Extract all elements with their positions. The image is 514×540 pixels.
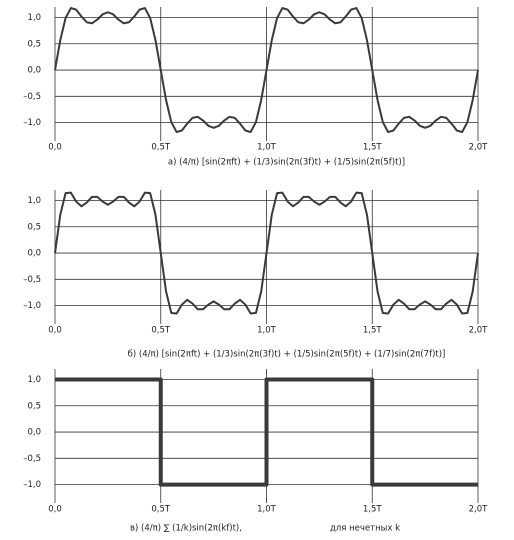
- y-tick-label: –0,5: [23, 454, 41, 464]
- y-tick-label: 1,0: [27, 13, 41, 23]
- y-tick-label: –1,0: [23, 118, 41, 128]
- curve: [55, 377, 478, 487]
- x-tick-label: 0,0: [48, 505, 62, 515]
- y-tick-label: 0,0: [27, 249, 41, 259]
- x-tick-label: 1,0T: [257, 505, 277, 515]
- x-tick-label: 0,0: [48, 326, 62, 336]
- caption: в) (4/π) ∑ (1/k)sin(2π(kf)t),: [130, 524, 242, 534]
- x-tick-label: 1,5T: [363, 143, 383, 153]
- y-tick-label: 0,0: [27, 66, 41, 76]
- y-tick-label: –0,5: [23, 92, 41, 102]
- x-tick-label: 0,5T: [151, 143, 171, 153]
- y-tick-label: 1,0: [27, 375, 41, 385]
- y-tick-label: –0,5: [23, 275, 41, 285]
- caption: а) (4/π) [sin(2πft) + (1/3)sin(2π(3f)t) …: [168, 158, 405, 168]
- x-tick-label: 1,5T: [363, 326, 383, 336]
- x-tick-label: 1,5T: [363, 505, 383, 515]
- annotation: для нечетных k: [330, 524, 400, 534]
- x-tick-label: 2,0T: [469, 505, 489, 515]
- x-tick-label: 0,5T: [151, 505, 171, 515]
- y-tick-label: 0,0: [27, 428, 41, 438]
- y-tick-label: –1,0: [23, 480, 41, 490]
- x-tick-label: 2,0T: [469, 143, 489, 153]
- x-tick-label: 1,0T: [257, 326, 277, 336]
- x-tick-label: 0,0: [48, 143, 62, 153]
- y-tick-label: 0,5: [27, 39, 41, 49]
- curve: [54, 191, 479, 315]
- x-tick-label: 1,0T: [257, 143, 277, 153]
- y-tick-label: –1,0: [23, 301, 41, 311]
- caption: б) (4/π) [sin(2πft) + (1/3)sin(2π(3f)t) …: [128, 350, 446, 360]
- y-tick-label: 1,0: [27, 196, 41, 206]
- x-tick-label: 0,5T: [151, 326, 171, 336]
- y-tick-label: 0,5: [27, 401, 41, 411]
- y-tick-label: 0,5: [27, 222, 41, 232]
- curve: [54, 7, 479, 134]
- x-tick-label: 2,0T: [469, 326, 489, 336]
